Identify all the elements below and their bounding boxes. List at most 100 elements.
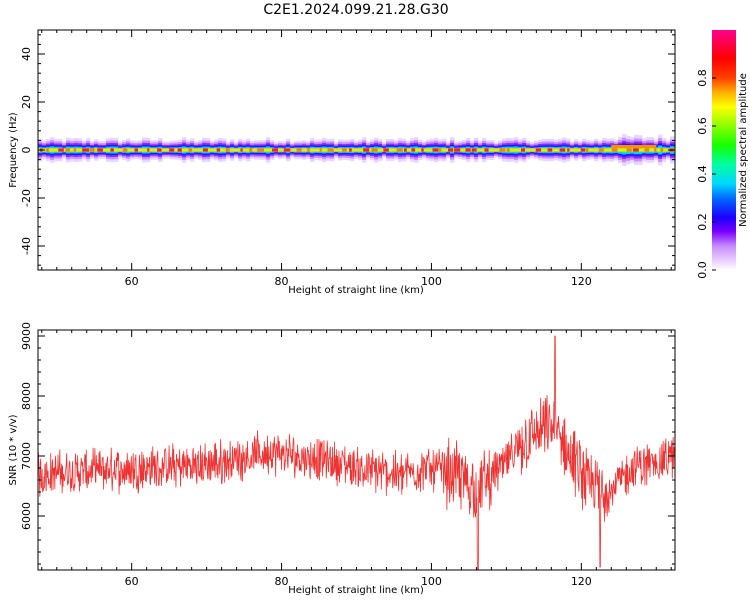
spectral-peak (122, 148, 128, 152)
snr-y-tick-label: 7000 (20, 442, 33, 470)
spectral-peak (110, 148, 114, 152)
spectral-peak (177, 148, 182, 152)
spectral-peak (447, 148, 454, 152)
spectral-peak (249, 148, 253, 152)
spectrogram-x-tick-label: 100 (421, 275, 442, 288)
spectral-core (38, 148, 675, 152)
spectrogram-x-tick-label: 120 (571, 275, 592, 288)
spectral-peak (188, 148, 193, 152)
colorbar-gradient (712, 30, 736, 270)
spectral-peak (580, 148, 586, 152)
spectral-peak (411, 148, 416, 152)
spectral-peak (147, 148, 150, 152)
snr-y-tick-label: 9000 (20, 322, 33, 350)
snr-frame (37, 329, 676, 571)
spectral-peak (559, 148, 566, 152)
spectral-peak (499, 148, 506, 152)
spectral-peak (319, 148, 322, 152)
spectral-peak (632, 148, 639, 152)
spectral-peak (283, 148, 291, 152)
spectral-peak (535, 148, 542, 152)
colorbar-ticks: 0.0 0.2 0.4 0.6 0.8 (696, 69, 716, 279)
spectral-peak (454, 148, 461, 152)
spectrogram-y-axis-label: Frequency (Hz) (8, 112, 19, 188)
spectral-peak (240, 148, 243, 152)
spectral-peak (272, 148, 279, 152)
colorbar-tick-label: 0.6 (696, 117, 709, 135)
spectral-peak (611, 148, 618, 152)
snr-series-line (38, 335, 675, 570)
spectral-peak (65, 148, 70, 152)
spectral-peak (82, 148, 90, 152)
snr-ticks: 60 80 100 120 6000 7000 8000 9000 (20, 322, 675, 588)
spectral-peak (547, 148, 553, 152)
spectral-peak (521, 148, 526, 152)
colorbar-tick-label: 0.0 (696, 261, 709, 279)
spectral-peak (598, 148, 604, 152)
spectral-peak (157, 148, 162, 152)
snr-x-tick-label: 100 (421, 575, 442, 588)
spectral-peak (46, 148, 49, 152)
spectral-peak (327, 148, 334, 152)
spectral-peak (307, 148, 310, 152)
spectral-peak (134, 148, 138, 152)
spectral-peak (97, 148, 103, 152)
spectral-peak (257, 148, 264, 152)
colorbar-tick-label: 0.2 (696, 213, 709, 231)
spectrogram-panel: 60 80 100 120 -40 -20 0 20 40 Height of straight… (8, 29, 676, 296)
spectral-peak (58, 148, 64, 152)
spectral-peak (626, 148, 632, 152)
colorbar-label: Normalized spectral amplitude (738, 73, 749, 227)
spectral-peak (654, 148, 657, 152)
spectral-peak (484, 148, 489, 152)
spectrogram-x-tick-label: 60 (125, 275, 139, 288)
spectral-offset (611, 145, 657, 148)
spectral-peak (225, 148, 230, 152)
spectrogram-y-tick-label: -40 (20, 237, 33, 255)
snr-y-tick-label: 6000 (20, 502, 33, 530)
spectral-peak (644, 148, 650, 152)
spectral-peak (202, 148, 208, 152)
spectral-peak (73, 148, 77, 152)
snr-x-tick-label: 80 (275, 575, 289, 588)
colorbar-tick-label: 0.8 (696, 69, 709, 87)
snr-y-axis-label: SNR (10 * v/v) (8, 414, 19, 485)
spectrogram-x-axis-label: Height of straight line (km) (288, 285, 424, 296)
spectrogram-x-tick-label: 80 (275, 275, 289, 288)
spectral-band (38, 134, 675, 166)
spectral-peak (383, 148, 389, 152)
spectral-peak (506, 148, 510, 152)
spectral-peak (432, 148, 440, 152)
spectral-peak (660, 148, 664, 152)
spectral-peak (567, 148, 570, 152)
snr-x-tick-label: 120 (571, 575, 592, 588)
spectral-peak (371, 148, 378, 152)
spectrogram-frame (37, 29, 676, 271)
spectrogram-y-tick-label: -20 (20, 189, 33, 207)
spectral-peak (363, 148, 370, 152)
spectral-peak (349, 148, 352, 152)
spectral-peak (403, 148, 407, 152)
snr-panel: 60 80 100 120 6000 7000 8000 9000 Height of str… (8, 322, 676, 596)
spectral-peak (465, 148, 471, 152)
spectral-peak (396, 148, 403, 152)
spectral-peak (585, 148, 589, 152)
snr-x-axis-label: Height of straight line (km) (288, 585, 424, 596)
spectral-peak (169, 148, 175, 152)
spectral-peak (437, 148, 442, 152)
spectral-peak (421, 148, 424, 152)
spectrogram-y-tick-label: 40 (20, 47, 33, 61)
spectral-peak (216, 148, 221, 152)
snr-x-tick-label: 60 (125, 575, 139, 588)
spectrogram-y-tick-label: 0 (20, 147, 33, 154)
spectral-peak (342, 148, 347, 152)
figure-title: C2E1.2024.099.21.28.G30 (263, 2, 448, 18)
colorbar: 0.0 0.2 0.4 0.6 0.8 Normalized spectral ampl… (696, 30, 749, 279)
colorbar-tick-label: 0.4 (696, 165, 709, 183)
spectrogram-y-tick-label: 20 (20, 95, 33, 109)
spectral-peak (471, 148, 477, 152)
spectral-peak (296, 148, 302, 152)
snr-y-tick-label: 8000 (20, 382, 33, 410)
spectral-peak (89, 148, 95, 152)
